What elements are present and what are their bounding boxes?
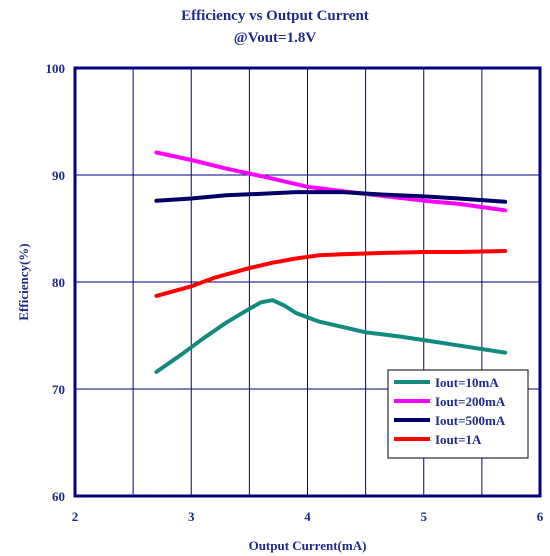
legend-label: Iout=1A — [435, 432, 482, 447]
series-line-3 — [154, 190, 508, 204]
y-tick-label: 100 — [46, 61, 66, 76]
x-tick-label: 5 — [421, 509, 428, 524]
legend-label: Iout=10mA — [435, 375, 499, 390]
x-tick-labels: 2 3 4 5 6 — [72, 509, 544, 524]
x-axis-label: Output Current(mA) — [249, 538, 367, 553]
chart-title: Efficiency vs Output Current — [181, 8, 369, 24]
y-axis-label: Efficiency(%) — [16, 243, 31, 320]
y-tick-label: 80 — [52, 275, 65, 290]
x-tick-label: 6 — [537, 509, 544, 524]
series-line-1 — [154, 298, 508, 374]
y-tick-label: 70 — [52, 382, 65, 397]
legend-label: Iout=500mA — [435, 413, 506, 428]
y-tick-label: 90 — [52, 168, 65, 183]
legend-label: Iout=200mA — [435, 394, 506, 409]
series-line-2 — [154, 150, 508, 213]
x-tick-label: 3 — [188, 509, 195, 524]
y-tick-label: 60 — [52, 489, 65, 504]
series-line-4 — [154, 249, 508, 298]
legend-box — [387, 369, 529, 459]
chart-subtitle: @Vout=1.8V — [233, 30, 317, 46]
plot-frame — [73, 66, 542, 498]
legend: Iout=10mA Iout=200mA Iout=500mA Iout=1A — [387, 369, 529, 459]
series-lines — [154, 150, 508, 374]
x-tick-label: 2 — [72, 509, 79, 524]
y-tick-labels: 60 70 80 90 100 — [46, 61, 66, 504]
x-tick-label: 4 — [304, 509, 311, 524]
